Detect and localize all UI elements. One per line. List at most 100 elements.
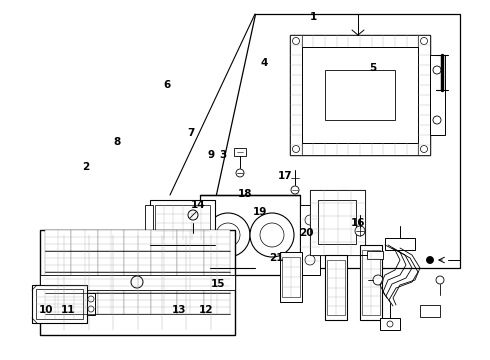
- Bar: [203, 293, 230, 314]
- Text: 19: 19: [252, 207, 267, 217]
- Bar: [72, 230, 98, 251]
- Circle shape: [188, 210, 198, 220]
- Circle shape: [131, 276, 143, 288]
- Circle shape: [293, 145, 299, 153]
- Text: 13: 13: [172, 305, 186, 315]
- Circle shape: [355, 226, 365, 236]
- Circle shape: [387, 321, 393, 327]
- Bar: [290, 35, 430, 155]
- Text: 15: 15: [211, 279, 225, 289]
- Bar: [200, 195, 300, 275]
- Bar: [45, 230, 72, 251]
- Circle shape: [88, 306, 94, 312]
- Circle shape: [420, 37, 427, 45]
- Circle shape: [433, 66, 441, 74]
- Bar: [40, 230, 235, 335]
- Bar: [360, 245, 382, 320]
- Text: 7: 7: [187, 128, 195, 138]
- Text: 6: 6: [163, 80, 170, 90]
- Bar: [98, 272, 124, 293]
- Bar: [385, 238, 415, 250]
- Circle shape: [291, 186, 299, 194]
- Bar: [124, 293, 151, 314]
- Bar: [327, 260, 345, 315]
- Circle shape: [426, 256, 434, 264]
- Bar: [177, 251, 203, 272]
- Bar: [40, 275, 235, 290]
- Bar: [151, 293, 177, 314]
- Bar: [151, 251, 177, 272]
- Circle shape: [436, 276, 444, 284]
- Text: 11: 11: [60, 305, 75, 315]
- Text: 5: 5: [369, 63, 376, 73]
- Bar: [124, 272, 151, 293]
- Bar: [72, 293, 98, 314]
- Text: 16: 16: [350, 218, 365, 228]
- Text: 8: 8: [113, 137, 120, 147]
- Text: 4: 4: [261, 58, 269, 68]
- Bar: [177, 293, 203, 314]
- Bar: [177, 272, 203, 293]
- Circle shape: [433, 116, 441, 124]
- Text: 20: 20: [299, 228, 314, 238]
- Circle shape: [293, 37, 299, 45]
- Bar: [45, 293, 72, 314]
- Bar: [177, 230, 203, 251]
- Bar: [45, 272, 72, 293]
- Bar: [98, 293, 124, 314]
- Bar: [290, 35, 302, 155]
- Bar: [72, 251, 98, 272]
- Bar: [420, 305, 440, 317]
- Bar: [430, 55, 445, 135]
- Bar: [98, 230, 124, 251]
- Circle shape: [260, 223, 284, 247]
- Bar: [290, 143, 430, 155]
- Bar: [282, 257, 300, 297]
- Bar: [318, 200, 356, 244]
- Text: 3: 3: [220, 150, 226, 160]
- Bar: [203, 251, 230, 272]
- Bar: [302, 47, 418, 143]
- Circle shape: [305, 255, 315, 265]
- Bar: [36, 289, 83, 319]
- Polygon shape: [200, 14, 460, 268]
- Bar: [280, 252, 302, 302]
- Bar: [151, 230, 177, 251]
- Text: 12: 12: [198, 305, 213, 315]
- Bar: [98, 251, 124, 272]
- Circle shape: [88, 296, 94, 302]
- Text: 18: 18: [238, 189, 252, 199]
- Bar: [203, 272, 230, 293]
- Text: 2: 2: [82, 162, 89, 172]
- Bar: [124, 230, 151, 251]
- Bar: [32, 285, 87, 323]
- Text: 17: 17: [278, 171, 293, 181]
- Text: 21: 21: [270, 253, 284, 264]
- Bar: [124, 251, 151, 272]
- Text: 1: 1: [310, 12, 317, 22]
- Bar: [155, 205, 210, 240]
- Bar: [362, 250, 380, 315]
- Text: 9: 9: [207, 150, 214, 160]
- Bar: [310, 190, 365, 255]
- Bar: [325, 70, 395, 120]
- Bar: [290, 35, 430, 47]
- Bar: [150, 200, 215, 245]
- Circle shape: [206, 213, 250, 257]
- Circle shape: [373, 275, 383, 285]
- Bar: [300, 205, 320, 275]
- Circle shape: [305, 215, 315, 225]
- Text: 10: 10: [39, 305, 54, 315]
- Bar: [367, 251, 383, 259]
- Bar: [87, 293, 95, 315]
- Bar: [380, 318, 400, 330]
- Circle shape: [420, 145, 427, 153]
- Bar: [418, 35, 430, 155]
- Bar: [72, 272, 98, 293]
- Bar: [45, 251, 72, 272]
- Circle shape: [236, 169, 244, 177]
- Bar: [234, 148, 246, 156]
- Bar: [145, 205, 153, 240]
- Bar: [325, 255, 347, 320]
- Bar: [151, 272, 177, 293]
